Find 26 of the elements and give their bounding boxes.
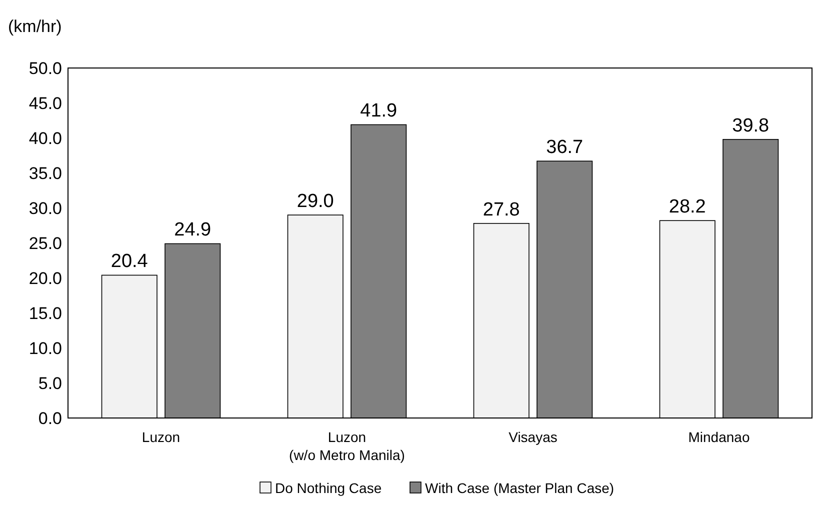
x-tick-label: Mindanao <box>688 429 750 445</box>
y-tick-label: 0.0 <box>38 408 62 428</box>
y-tick-label: 20.0 <box>28 268 62 288</box>
y-tick-label: 5.0 <box>38 374 62 393</box>
data-label: 29.0 <box>296 191 334 212</box>
y-tick-label: 50.0 <box>28 58 62 78</box>
legend-label: Do Nothing Case <box>275 480 382 496</box>
y-tick-label: 45.0 <box>28 94 62 113</box>
y-tick-label: 15.0 <box>28 304 62 323</box>
y-tick-label: 40.0 <box>28 128 62 148</box>
y-tick-label: 35.0 <box>28 164 62 183</box>
data-label: 28.2 <box>668 196 706 218</box>
y-tick-label: 10.0 <box>28 338 62 358</box>
legend-label: With Case (Master Plan Case) <box>425 480 614 496</box>
data-label: 20.4 <box>110 251 148 272</box>
y-tick-label: 25.0 <box>28 234 62 253</box>
data-label: 41.9 <box>360 100 398 122</box>
data-label: 36.7 <box>546 137 584 158</box>
x-tick-label: Visayas <box>508 429 558 445</box>
y-axis-title: (km/hr) <box>8 17 62 36</box>
data-label: 24.9 <box>174 220 212 241</box>
x-tick-label: Luzon (w/o Metro Manila) <box>289 429 405 463</box>
data-label: 27.8 <box>482 199 520 220</box>
y-tick-label: 30.0 <box>28 198 62 218</box>
x-tick-label: Luzon <box>142 429 180 445</box>
data-label: 39.8 <box>732 115 770 136</box>
